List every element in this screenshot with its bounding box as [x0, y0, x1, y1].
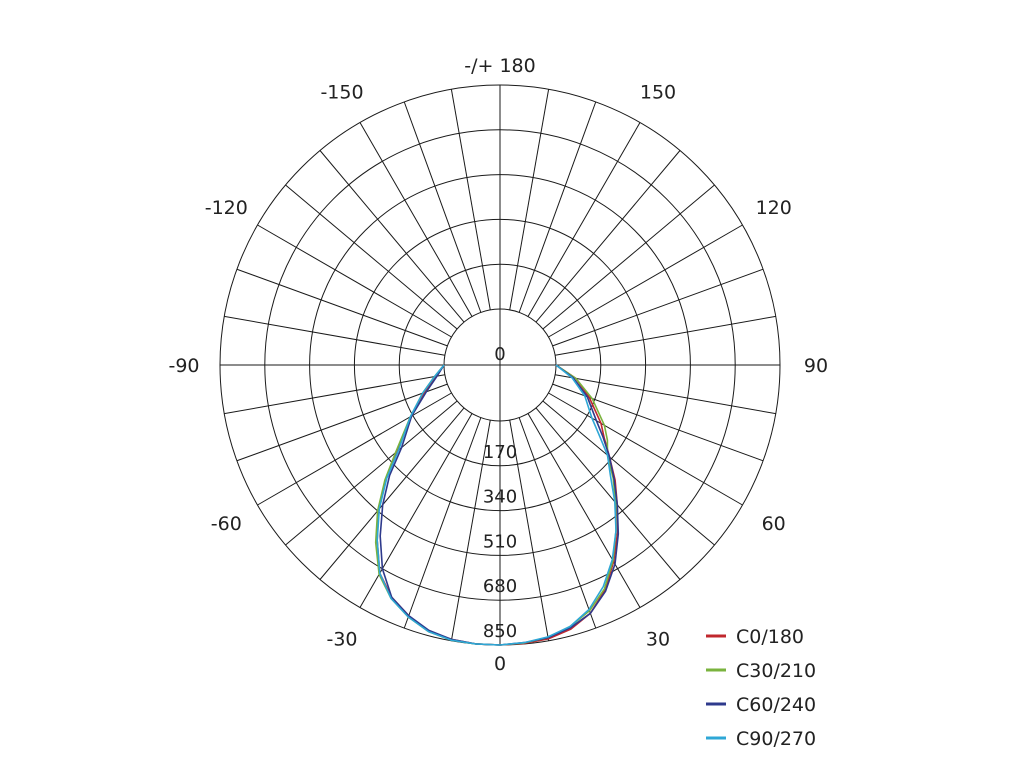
grid-spoke-40 — [535, 407, 681, 580]
angle-labels: -/+ 180 150 -150 120 -120 90 -90 60 -60 30 -30 0 — [168, 55, 828, 675]
grid-spoke-280 — [224, 374, 445, 415]
grid-spoke-320 — [319, 407, 465, 580]
grid-spoke-130 — [542, 184, 715, 330]
grid-spoke-170 — [509, 89, 550, 310]
angle-label: 150 — [640, 81, 676, 103]
grid-spoke-60 — [548, 392, 743, 506]
legend: C0/180 C30/210 C60/240 C90/270 — [706, 626, 816, 750]
angle-label: 0 — [494, 653, 506, 675]
grid-spoke-260 — [224, 315, 445, 356]
radial-tick-label: 680 — [483, 576, 517, 597]
angle-label: -90 — [168, 355, 199, 377]
grid-spoke-310 — [285, 400, 458, 546]
grid-spoke-200 — [403, 101, 482, 313]
legend-label: C30/210 — [736, 660, 816, 682]
grid-spoke-150 — [527, 122, 641, 317]
series-lines — [374, 364, 620, 646]
grid-spoke-110 — [552, 268, 764, 347]
series-line-C90-270 — [376, 364, 617, 646]
grid-spoke-300 — [257, 392, 452, 506]
angle-label: 120 — [756, 197, 792, 219]
grid-spoke-100 — [555, 315, 776, 356]
angle-label: -/+ 180 — [464, 55, 535, 77]
grid-spoke-230 — [285, 184, 458, 330]
grid-spoke-240 — [257, 224, 452, 338]
grid-spoke-10 — [509, 420, 550, 641]
radial-tick-label: 850 — [483, 621, 517, 642]
legend-label: C0/180 — [736, 626, 804, 648]
radial-tick-label: 170 — [483, 442, 517, 463]
grid-spoke-140 — [535, 150, 681, 323]
grid-spoke-20 — [518, 417, 597, 629]
radial-tick-labels: 0 170 340 510 680 850 — [483, 344, 517, 642]
radial-tick-label: 340 — [483, 487, 517, 508]
grid-spoke-340 — [403, 417, 482, 629]
grid-spoke-290 — [236, 383, 448, 462]
angle-label: 60 — [762, 513, 786, 535]
grid-spoke-80 — [555, 374, 776, 415]
polar-grid — [219, 84, 781, 646]
grid-spoke-30 — [527, 413, 641, 608]
grid-spoke-190 — [450, 89, 491, 310]
legend-label: C90/270 — [736, 728, 816, 750]
grid-spoke-250 — [236, 268, 448, 347]
grid-spoke-220 — [319, 150, 465, 323]
angle-label: -60 — [211, 513, 242, 535]
angle-label: -30 — [326, 629, 357, 651]
angle-label: 30 — [646, 629, 670, 651]
angle-label: 90 — [804, 355, 828, 377]
grid-spoke-50 — [542, 400, 715, 546]
angle-label: -120 — [205, 197, 248, 219]
radial-tick-label: 510 — [483, 531, 517, 552]
legend-label: C60/240 — [736, 694, 816, 716]
grid-spoke-350 — [450, 420, 491, 641]
grid-spoke-210 — [359, 122, 473, 317]
grid-spoke-120 — [548, 224, 743, 338]
angle-label: -150 — [320, 81, 363, 103]
grid-spoke-160 — [518, 101, 597, 313]
radial-tick-label: 0 — [494, 344, 505, 365]
